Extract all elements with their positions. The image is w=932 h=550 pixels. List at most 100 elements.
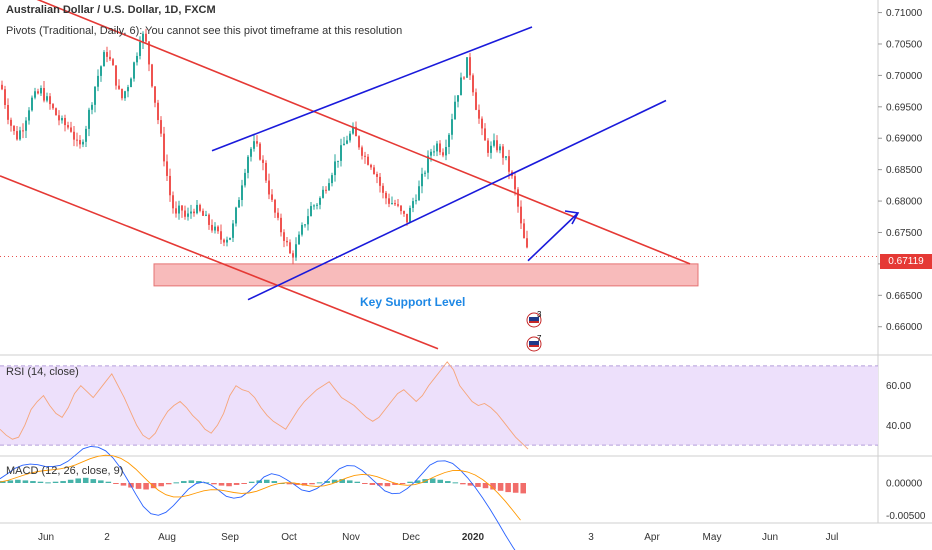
candle-body (250, 148, 252, 157)
candle-body (418, 186, 420, 201)
candle-body (298, 234, 300, 245)
macd-histogram-bar (22, 480, 29, 483)
candle-body (193, 211, 195, 214)
candle-body (328, 183, 330, 191)
candle-body (463, 77, 465, 79)
macd-histogram-bar (248, 481, 255, 483)
macd-histogram-bar (392, 483, 398, 485)
candle-body (142, 33, 144, 43)
candle-body (391, 203, 393, 205)
candle-body (457, 95, 459, 102)
candle-body (286, 240, 288, 243)
candle-body (19, 130, 21, 140)
candle-body (145, 33, 147, 42)
macd-histogram-bar (165, 483, 172, 485)
candle-body (211, 224, 213, 231)
macd-histogram-bar (150, 483, 157, 489)
macd-histogram-bar (264, 479, 270, 483)
candle-body (115, 65, 117, 86)
candle-body (241, 185, 243, 201)
candle-body (331, 175, 333, 184)
candle-body (235, 207, 237, 224)
macd-line (0, 445, 516, 550)
candle-body (91, 104, 93, 110)
upper-channel-blue (211, 26, 533, 152)
candle-body (64, 118, 66, 126)
candle-body (493, 140, 495, 146)
candle-body (232, 223, 234, 238)
candle-body (484, 128, 486, 141)
price-tick-label: 0.70500 (886, 39, 923, 50)
candle-body (157, 102, 159, 121)
time-tick-label: May (703, 532, 722, 543)
macd-histogram-bar (67, 479, 74, 483)
time-tick-label: Apr (644, 532, 660, 543)
candle-body (445, 146, 447, 156)
macd-histogram-bar (362, 483, 368, 484)
candle-body (388, 198, 390, 204)
candle-body (46, 96, 48, 101)
macd-histogram-bar (98, 480, 104, 483)
candle-body (106, 52, 108, 57)
macd-histogram-bar (384, 483, 391, 487)
macd-histogram-bar (105, 481, 112, 483)
event-badges[interactable]: 37 (526, 310, 542, 352)
candle-body (202, 210, 204, 216)
candle-body (325, 189, 327, 191)
macd-histogram-bar (286, 483, 293, 485)
candle-body (460, 77, 462, 96)
candle-body (97, 75, 99, 87)
signal-line (0, 454, 521, 521)
candle-body (199, 204, 201, 211)
macd-histogram-bar (354, 481, 361, 483)
macd-histogram-bar (271, 481, 278, 483)
candle-body (127, 87, 129, 92)
candle-body (22, 130, 24, 132)
candle-body (289, 242, 291, 254)
candle-body (505, 156, 507, 158)
event-badge[interactable]: 3 (526, 310, 542, 328)
lower-channel-red (0, 175, 439, 350)
candle-body (280, 217, 282, 233)
macd-histogram-bar (505, 483, 511, 493)
rsi-legend: RSI (14, close) (6, 366, 79, 378)
rsi-tick-label: 40.00 (886, 421, 911, 432)
candle-body (79, 140, 81, 145)
candle-body (265, 162, 267, 181)
candle-body (61, 118, 63, 121)
candle-body (478, 109, 480, 119)
upper-channel-red (36, 0, 691, 265)
candle-body (31, 97, 33, 111)
candle-body (304, 224, 306, 226)
time-tick-label: 3 (588, 532, 594, 543)
candle-body (502, 146, 504, 158)
macd-histogram-bar (294, 483, 300, 485)
candle-body (100, 66, 102, 76)
macd-histogram-bar (301, 483, 308, 486)
candle-body (223, 239, 225, 243)
candle-body (496, 140, 498, 151)
candle-body (307, 216, 309, 225)
candle-body (4, 89, 6, 105)
candle-body (1, 84, 3, 90)
macd-histogram-bar (113, 483, 119, 484)
macd-histogram-bar (158, 483, 164, 487)
macd-tick-label: -0.00500 (886, 511, 926, 522)
candle-body (274, 199, 276, 213)
candle-body (169, 175, 171, 196)
candle-body (85, 128, 87, 142)
macd-histogram-bar (467, 483, 474, 486)
candle-body (508, 156, 510, 172)
macd-histogram-bar (309, 483, 315, 485)
candle-body (382, 185, 384, 193)
time-tick-label: Dec (402, 532, 420, 543)
candle-body (340, 145, 342, 161)
candle-body (490, 145, 492, 153)
macd-histogram-bar (497, 483, 504, 491)
candle-body (334, 161, 336, 176)
candle-body (262, 159, 264, 163)
event-badge[interactable]: 7 (526, 334, 542, 352)
macd-histogram-bar (233, 483, 240, 485)
macd-histogram-bar (82, 477, 89, 483)
